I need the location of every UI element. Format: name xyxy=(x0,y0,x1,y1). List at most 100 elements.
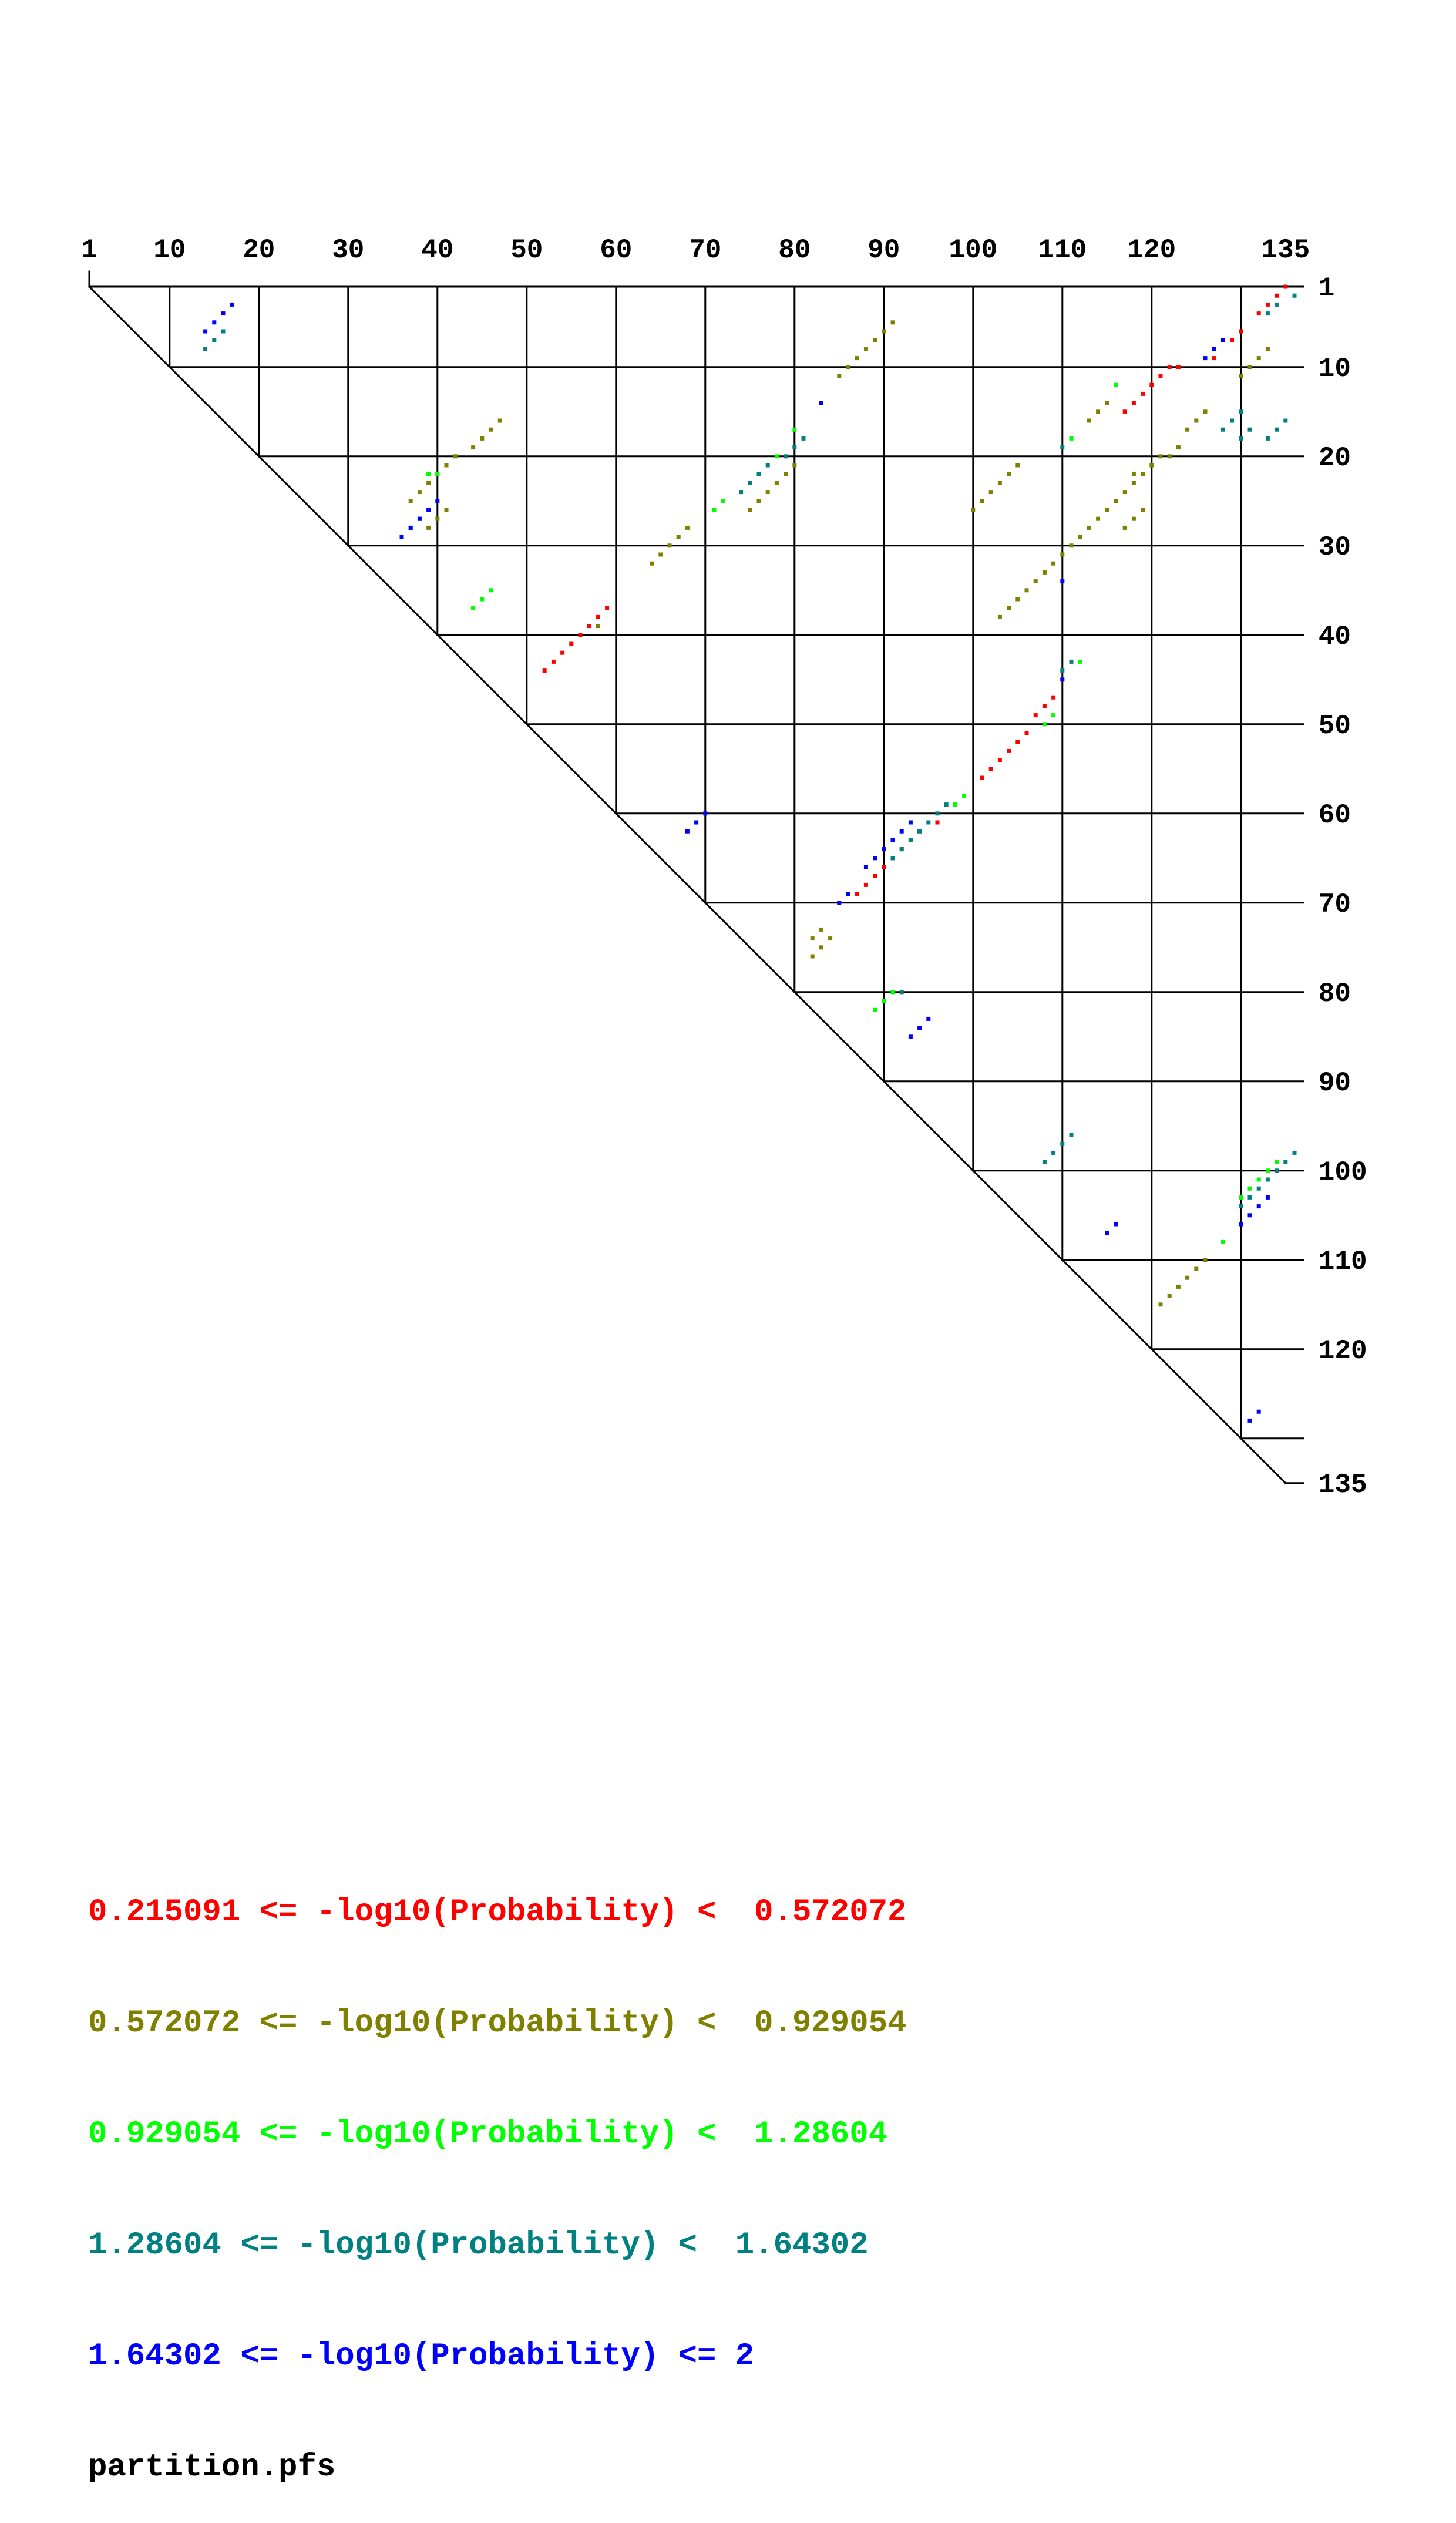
dot-22-119 xyxy=(1141,472,1145,476)
dot-9-126 xyxy=(1203,356,1208,361)
dot-23-118 xyxy=(1131,481,1136,485)
dot-55-102 xyxy=(988,767,993,771)
dot-28-117 xyxy=(1122,525,1127,530)
dot-52-105 xyxy=(1015,740,1020,744)
dot-16-47 xyxy=(497,418,502,423)
y-tick-label-30: 30 xyxy=(1319,532,1351,563)
dot-21-120 xyxy=(1149,463,1154,468)
dot-25-101 xyxy=(980,499,984,503)
dot-56-101 xyxy=(980,775,984,780)
dot-83-95 xyxy=(926,1016,931,1021)
x-tick-label-80: 80 xyxy=(778,235,811,266)
dot-28-37 xyxy=(408,525,413,530)
dot-15-130 xyxy=(1239,409,1243,414)
dot-37-104 xyxy=(1007,606,1011,610)
dot-103-133 xyxy=(1265,1195,1270,1200)
dot-19-110 xyxy=(1060,445,1065,450)
dot-17-128 xyxy=(1220,427,1225,432)
dot-61-93 xyxy=(908,820,913,825)
x-tick-label-50: 50 xyxy=(510,235,543,266)
dot-34-110 xyxy=(1060,579,1065,584)
dot-44-110 xyxy=(1060,668,1065,673)
dot-11-130 xyxy=(1239,374,1243,378)
dot-54-103 xyxy=(997,758,1002,762)
dot-8-14 xyxy=(203,347,208,351)
dot-30-111 xyxy=(1069,543,1074,548)
dot-24-77 xyxy=(765,490,770,495)
dot-47-109 xyxy=(1051,695,1056,700)
dot-106-130 xyxy=(1239,1222,1243,1227)
dot-36-105 xyxy=(1015,597,1020,602)
dot-10-131 xyxy=(1247,365,1252,369)
dot-60-96 xyxy=(935,811,940,816)
x-tick-label-30: 30 xyxy=(332,235,364,266)
dot-4-133 xyxy=(1265,311,1270,316)
dot-8-133 xyxy=(1265,347,1270,351)
dot-6-16 xyxy=(221,329,226,334)
dot-17-80 xyxy=(792,427,797,432)
y-tick-label-20: 20 xyxy=(1319,443,1351,473)
dot-15-126 xyxy=(1203,409,1208,414)
dot-22-104 xyxy=(1007,472,1011,476)
dot-99-108 xyxy=(1042,1160,1047,1164)
dot-26-115 xyxy=(1105,508,1109,512)
x-tick-label-110: 110 xyxy=(1038,235,1087,266)
dot-70-85 xyxy=(837,901,842,905)
dot-26-71 xyxy=(712,508,717,512)
dot-9-127 xyxy=(1212,356,1216,361)
dot-6-90 xyxy=(882,329,886,334)
dot-53-104 xyxy=(1007,748,1011,753)
dot-17-46 xyxy=(489,427,493,432)
dot-104-132 xyxy=(1256,1204,1261,1209)
dot-23-75 xyxy=(748,481,752,485)
y-tick-label-100: 100 xyxy=(1319,1157,1367,1188)
dot-21-80 xyxy=(792,463,797,468)
dot-67-89 xyxy=(873,874,877,878)
grid-diagonal-line xyxy=(88,285,1287,1484)
dot-49-107 xyxy=(1033,713,1038,718)
dot-102-131 xyxy=(1247,1186,1252,1191)
probability-dots xyxy=(203,284,1297,1423)
dot-20-78 xyxy=(774,454,779,459)
x-tick-label-1: 1 xyxy=(81,235,97,266)
dot-8-127 xyxy=(1212,347,1216,351)
dot-17-134 xyxy=(1275,427,1279,432)
y-tick-label-70: 70 xyxy=(1319,889,1351,920)
dot-69-87 xyxy=(855,892,859,896)
dot-25-76 xyxy=(756,499,761,503)
dot-65-89 xyxy=(873,856,877,861)
dot-23-78 xyxy=(774,481,779,485)
y-tick-label-10: 10 xyxy=(1319,354,1351,384)
x-tick-label-20: 20 xyxy=(243,235,275,266)
dot-101-132 xyxy=(1256,1177,1261,1182)
dot-63-91 xyxy=(890,838,895,842)
dot-96-111 xyxy=(1069,1133,1074,1137)
dot-20-79 xyxy=(784,454,788,459)
dot-32-109 xyxy=(1051,561,1056,566)
dot-68-88 xyxy=(863,882,868,887)
dot-80-91 xyxy=(890,990,895,995)
dot-18-133 xyxy=(1265,436,1270,441)
dot-2-136 xyxy=(1292,293,1297,298)
dot-51-106 xyxy=(1024,731,1029,735)
dot-22-118 xyxy=(1131,472,1136,476)
dot-110-126 xyxy=(1203,1258,1208,1262)
dot-16-125 xyxy=(1194,418,1199,423)
y-tick-label-110: 110 xyxy=(1319,1247,1367,1277)
dot-64-90 xyxy=(882,847,886,852)
dot-61-69 xyxy=(694,820,699,825)
dot-75-83 xyxy=(819,945,823,950)
dot-15-114 xyxy=(1096,409,1101,414)
grid xyxy=(88,270,1304,1484)
dot-106-116 xyxy=(1114,1222,1118,1227)
dot-8-88 xyxy=(863,347,868,351)
dot-25-116 xyxy=(1114,499,1118,503)
dot-18-45 xyxy=(480,436,485,441)
dot-19-44 xyxy=(471,445,476,450)
dot-10-122 xyxy=(1167,365,1172,369)
dot-1-135 xyxy=(1283,284,1288,289)
dot-37-59 xyxy=(605,606,610,610)
dot-100-133 xyxy=(1265,1168,1270,1173)
dot-48-108 xyxy=(1042,704,1047,708)
y-tick-label-90: 90 xyxy=(1319,1068,1351,1098)
